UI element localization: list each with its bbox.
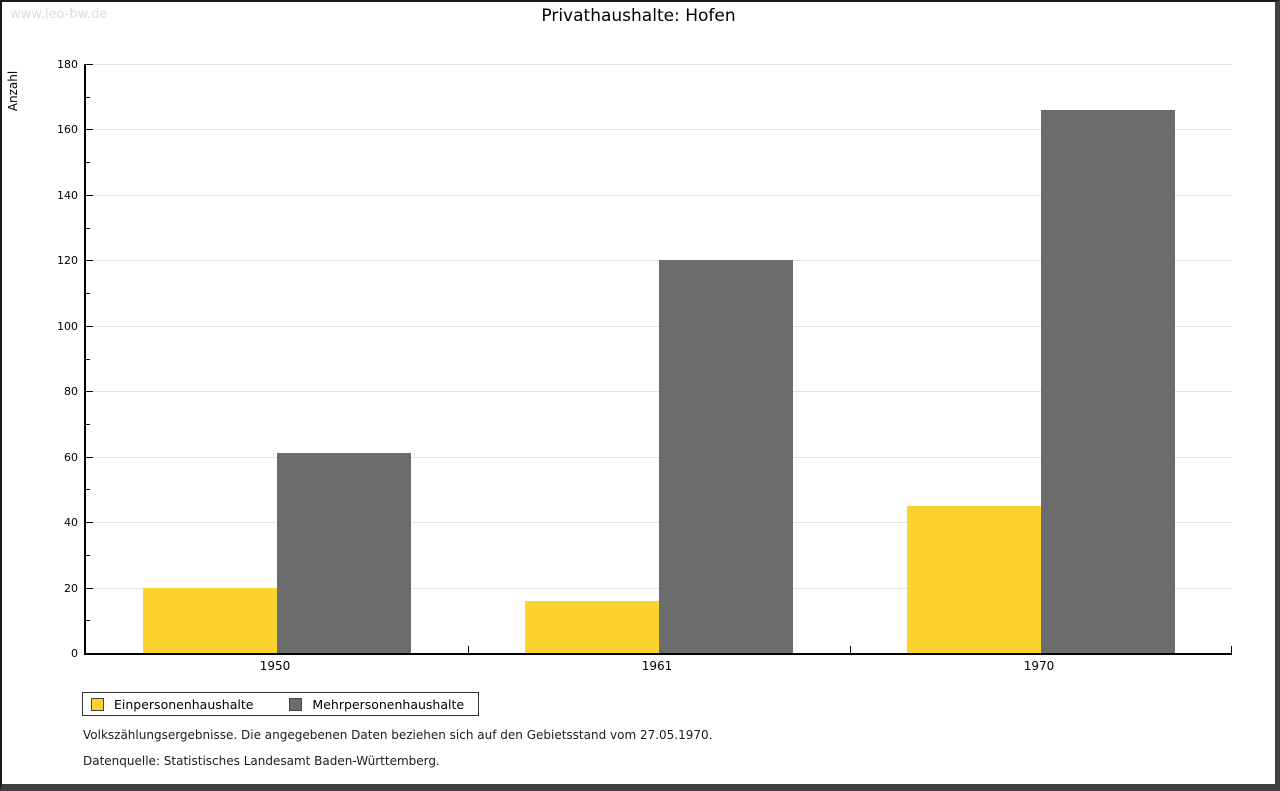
y-minor-tick-130 <box>86 227 90 229</box>
gridline-160 <box>86 129 1232 131</box>
y-major-tick-140 <box>86 194 93 196</box>
bar-mehrpersonenhaushalte-1950 <box>277 453 411 653</box>
y-tick-label-40: 40 <box>64 516 78 530</box>
y-minor-tick-50 <box>86 489 90 491</box>
x-boundary-tick-3 <box>1231 646 1232 653</box>
y-minor-tick-110 <box>86 293 90 295</box>
y-axis-label: Anzahl <box>6 70 20 112</box>
y-major-tick-180 <box>86 64 93 65</box>
x-tick-label-1961: 1961 <box>641 659 673 673</box>
bar-mehrpersonenhaushalte-1961 <box>659 260 793 653</box>
y-major-tick-20 <box>86 587 93 589</box>
footnote-source-note: Volkszählungsergebnisse. Die angegebenen… <box>83 728 713 742</box>
y-minor-tick-90 <box>86 358 90 360</box>
y-major-tick-80 <box>86 391 93 393</box>
gridline-140 <box>86 194 1232 196</box>
bar-einpersonenhaushalte-1970 <box>907 505 1041 653</box>
legend-swatch <box>91 697 104 711</box>
y-minor-tick-10 <box>86 620 90 622</box>
footnote-data-source: Datenquelle: Statistisches Landesamt Bad… <box>83 754 440 768</box>
chart-title: Privathaushalte: Hofen <box>541 6 736 26</box>
plot-area <box>84 64 1232 655</box>
y-minor-tick-170 <box>86 96 90 98</box>
y-tick-label-120: 120 <box>57 254 78 268</box>
x-boundary-tick-2 <box>850 646 851 653</box>
legend-item-einpersonenhaushalte: Einpersonenhaushalte <box>91 697 253 712</box>
y-major-tick-40 <box>86 522 93 524</box>
bar-einpersonenhaushalte-1961 <box>525 600 659 653</box>
legend-label: Mehrpersonenhaushalte <box>312 696 465 712</box>
legend-swatch <box>289 697 303 711</box>
y-minor-tick-30 <box>86 554 90 556</box>
y-tick-label-0: 0 <box>71 647 78 660</box>
bar-einpersonenhaushalte-1950 <box>143 587 277 653</box>
y-major-tick-120 <box>86 260 93 262</box>
watermark: www.leo-bw.de <box>10 7 108 22</box>
y-minor-tick-70 <box>86 423 90 425</box>
bar-mehrpersonenhaushalte-1970 <box>1041 109 1175 653</box>
legend-label: Einpersonenhaushalte <box>114 696 254 712</box>
x-tick-label-1970: 1970 <box>1023 659 1055 673</box>
y-tick-label-60: 60 <box>64 450 78 464</box>
gridline-180 <box>86 64 1232 65</box>
legend: Einpersonenhaushalte Mehrpersonenhaushalt… <box>82 692 480 716</box>
y-tick-label-100: 100 <box>57 319 78 333</box>
y-major-tick-100 <box>86 325 93 327</box>
legend-item-mehrpersonenhaushalte: Mehrpersonenhaushalte <box>289 697 464 712</box>
y-tick-label-140: 140 <box>57 188 78 202</box>
y-major-tick-160 <box>86 129 93 131</box>
y-tick-label-20: 20 <box>64 581 78 595</box>
y-tick-label-80: 80 <box>64 385 78 399</box>
y-major-tick-60 <box>86 456 93 458</box>
y-tick-label-160: 160 <box>57 123 78 137</box>
x-boundary-tick-1 <box>468 646 469 653</box>
y-tick-label-180: 180 <box>57 58 78 71</box>
y-minor-tick-150 <box>86 162 90 164</box>
x-tick-label-1950: 1950 <box>259 659 291 673</box>
